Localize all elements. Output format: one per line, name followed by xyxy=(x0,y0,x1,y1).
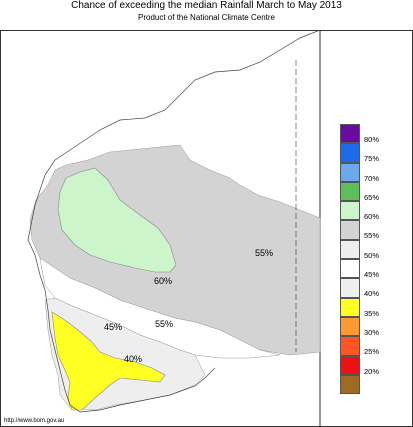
rainfall-map: 60% 55% 55% 45% 40% xyxy=(0,30,413,427)
legend-row: 65% xyxy=(340,181,400,202)
legend-swatch xyxy=(340,297,360,317)
map-subtitle: Product of the National Climate Centre xyxy=(138,13,275,22)
legend-label: 30% xyxy=(364,327,380,337)
legend-label: 80% xyxy=(364,135,380,144)
legend-row: 40% xyxy=(340,278,400,299)
legend-label: 50% xyxy=(364,250,380,260)
legend-label: 40% xyxy=(364,289,380,299)
source-url: http://www.bom.gov.au xyxy=(4,418,65,424)
legend-swatch xyxy=(340,259,360,279)
legend-label: 55% xyxy=(364,231,380,241)
legend-row: 45% xyxy=(340,259,400,280)
legend-label: 65% xyxy=(364,192,380,202)
legend-label: 25% xyxy=(364,347,380,357)
legend-swatch xyxy=(340,355,360,375)
legend-label: 20% xyxy=(364,366,380,376)
contour-label-45: 45% xyxy=(104,322,122,332)
contour-label-55-south: 55% xyxy=(155,319,173,329)
legend-label: 60% xyxy=(364,212,380,222)
legend-row: 20% xyxy=(340,355,400,376)
region-35-40-percent xyxy=(51,311,166,411)
legend-label: 75% xyxy=(364,154,380,164)
legend-row xyxy=(340,374,400,395)
legend-swatch xyxy=(340,316,360,337)
legend-row: 50% xyxy=(340,239,400,260)
contour-label-40: 40% xyxy=(124,354,142,364)
legend-label: 70% xyxy=(364,173,380,183)
legend-swatch xyxy=(340,239,360,260)
legend-row: 55% xyxy=(340,220,400,241)
legend-swatch xyxy=(340,374,360,395)
coastline xyxy=(27,30,321,413)
contour-label-55-east: 55% xyxy=(255,248,273,258)
legend-swatch xyxy=(340,181,360,202)
contour-label-60: 60% xyxy=(154,276,172,286)
legend-row: 75% xyxy=(340,143,400,164)
legend-row: 35% xyxy=(340,297,400,318)
legend-label: 45% xyxy=(364,270,380,280)
legend-swatch xyxy=(340,278,360,298)
region-60-percent xyxy=(57,167,177,273)
legend-swatch xyxy=(340,336,360,356)
map-title: Chance of exceeding the median Rainfall … xyxy=(71,0,342,11)
legend-row: 25% xyxy=(340,336,400,357)
legend-swatch xyxy=(340,162,360,182)
legend-swatch xyxy=(340,143,360,163)
legend-swatch xyxy=(340,124,360,144)
legend-label: 35% xyxy=(364,308,380,318)
legend-row: 30% xyxy=(340,316,400,337)
legend: 80% 75% 70% 65% 60% 55% 50% 45% 40% 35% 30% 25% 20% xyxy=(340,124,400,395)
legend-row: 80% xyxy=(340,124,400,144)
legend-swatch xyxy=(340,220,360,240)
legend-swatch xyxy=(340,201,360,221)
legend-row: 70% xyxy=(340,162,400,183)
legend-row: 60% xyxy=(340,201,400,222)
